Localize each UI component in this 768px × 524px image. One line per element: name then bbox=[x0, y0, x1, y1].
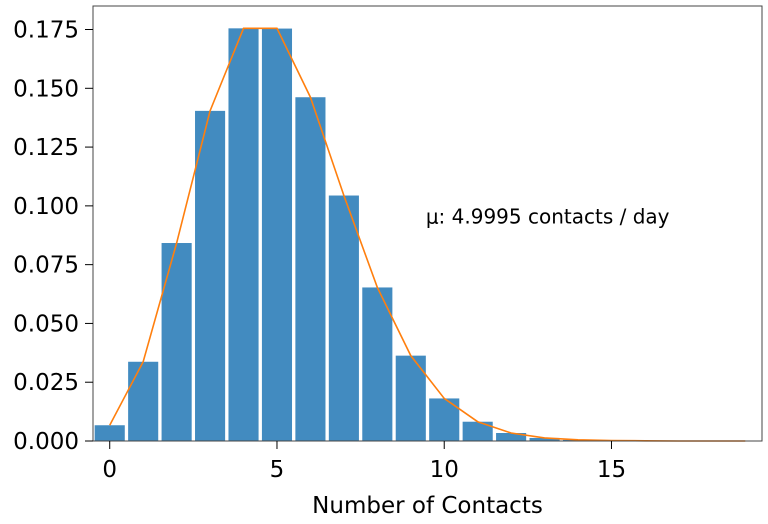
bar bbox=[362, 287, 393, 441]
y-axis-ticks: 0.000 0.025 0.050 0.075 0.100 0.125 0.150 0.175 bbox=[13, 18, 93, 455]
y-tick-label: 0.050 bbox=[13, 311, 79, 337]
y-tick-label: 0.000 bbox=[13, 429, 79, 455]
bar bbox=[94, 425, 125, 441]
bar bbox=[195, 110, 226, 441]
x-tick-label: 10 bbox=[430, 457, 459, 483]
y-tick-label: 0.100 bbox=[13, 194, 79, 220]
bar bbox=[395, 355, 426, 441]
bar bbox=[462, 421, 493, 441]
y-tick-label: 0.025 bbox=[13, 370, 79, 396]
x-tick-label: 0 bbox=[102, 457, 117, 483]
bars-group bbox=[94, 28, 627, 442]
plot-frame bbox=[92, 5, 763, 442]
bar bbox=[228, 28, 259, 442]
x-tick-label: 5 bbox=[270, 457, 285, 483]
x-axis-label: Number of Contacts bbox=[312, 493, 543, 519]
y-tick-label: 0.175 bbox=[13, 18, 79, 44]
bar bbox=[496, 433, 527, 441]
y-tick-label: 0.075 bbox=[13, 253, 79, 279]
y-tick-label: 0.125 bbox=[13, 135, 79, 161]
bar bbox=[328, 195, 359, 441]
bar bbox=[295, 97, 326, 442]
y-tick-label: 0.150 bbox=[13, 76, 79, 102]
bar bbox=[261, 28, 293, 442]
bar bbox=[529, 437, 560, 441]
mean-annotation: μ: 4.9995 contacts / day bbox=[426, 205, 670, 229]
x-axis-ticks: 0 5 10 15 bbox=[102, 441, 626, 483]
x-tick-label: 15 bbox=[597, 457, 626, 483]
bar bbox=[128, 361, 159, 441]
bar bbox=[161, 243, 192, 441]
